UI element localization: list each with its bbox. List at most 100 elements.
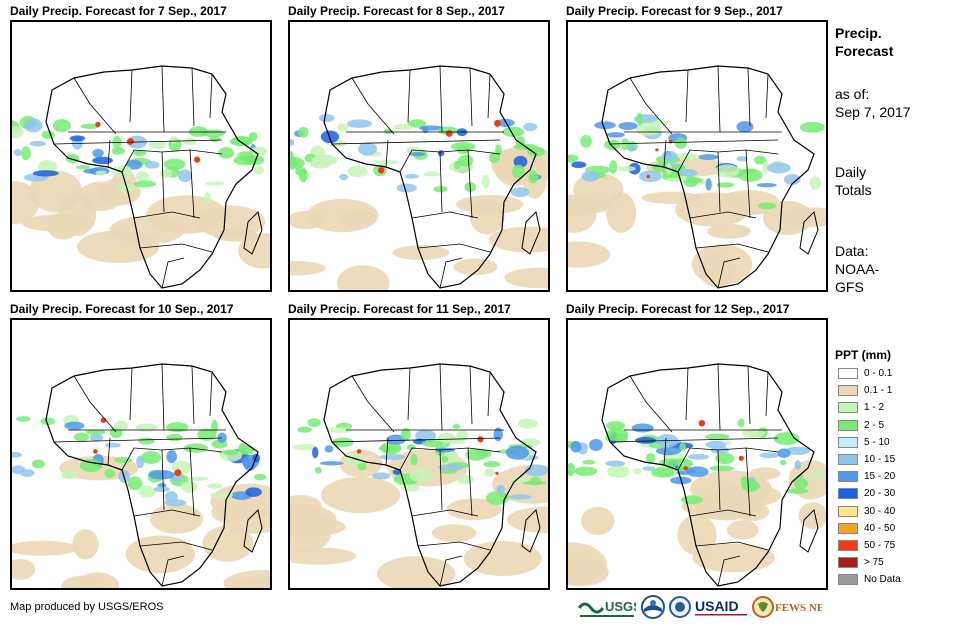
heavy-rain-cell [95,121,101,127]
country-border [107,437,111,466]
rain-area [318,114,335,123]
country-border [385,139,389,168]
rain-area [606,132,625,138]
totals-line: Daily [835,164,867,180]
rain-area [104,469,115,479]
rain-area [166,434,183,442]
rain-area [523,122,538,132]
country-border [629,77,673,135]
rain-area [505,445,530,460]
rain-area [379,454,405,460]
rain-area [441,456,449,463]
rain-area [307,418,321,428]
heavy-rain-cell [194,156,201,163]
madagascar-outline [521,509,541,553]
country-border [629,375,673,433]
country-border [487,371,491,417]
country-border [765,73,769,119]
country-border [717,555,741,587]
rain-area [153,486,170,493]
legend-swatch [838,385,858,397]
legend-label: 0 - 0.1 [864,368,893,379]
dry-area [195,205,266,239]
source-line: Data: [835,243,869,259]
country-border [745,447,751,517]
country-border [717,363,721,431]
rain-area [114,420,129,431]
country-border [191,67,195,127]
rain-area [496,118,515,127]
country-border [717,151,721,213]
country-border [351,375,395,433]
rain-area [724,440,732,446]
rain-area [580,134,592,148]
legend-swatch [838,471,858,483]
rain-area [609,160,618,174]
rain-area [785,446,810,455]
country-border [417,541,491,551]
rain-area [634,436,657,444]
rain-area [135,423,158,432]
heavy-rain-cell [683,466,688,471]
rain-area [298,168,309,183]
rain-area [205,181,225,186]
heavy-rain-cell [495,471,499,475]
country-border [209,73,213,119]
dry-area [581,506,615,536]
heavy-rain-cell [127,138,134,145]
rain-area [117,165,133,179]
rain-area [207,483,223,489]
fews-net-logo: FEWS NET [752,594,832,620]
rain-area [245,487,262,497]
rain-area [716,182,735,188]
coastline [323,65,537,289]
rain-area [465,448,488,461]
rain-area [378,445,401,452]
rain-area [407,119,426,128]
rain-area [767,162,791,174]
rain-area [410,453,418,466]
rain-area [594,121,616,130]
country-border [609,437,779,443]
legend-swatch [838,557,858,569]
rain-area [314,466,322,474]
rain-area [529,476,542,486]
rain-area [636,112,643,126]
africa-map-svg [290,22,548,290]
rain-area [371,472,391,480]
country-border [139,243,213,253]
rain-area [687,453,710,460]
rain-area [715,453,735,465]
dry-area [290,504,337,535]
country-border [161,449,165,511]
coastline [45,65,259,289]
rain-area [79,458,103,473]
legend-swatch [838,453,858,465]
rain-area [742,428,766,438]
rain-area [589,438,603,452]
country-border [411,509,479,517]
dry-area [321,476,401,514]
madagascar-outline [243,211,263,255]
rain-area [457,155,474,167]
dry-area [75,572,120,588]
svg-text:USAID: USAID [695,598,739,614]
rain-area [141,451,162,465]
dry-area [336,265,390,290]
source-line: GFS [835,279,864,295]
country-border [439,151,443,213]
precip-map [566,318,828,590]
rain-area [793,478,809,490]
heavy-rain-cell [494,119,501,127]
country-border [107,139,111,168]
country-border [439,65,443,133]
country-border [407,69,411,123]
rain-area [423,171,441,177]
rain-area [386,434,406,445]
rain-area [741,479,760,493]
rain-area [297,426,312,433]
rain-area [783,174,801,186]
rain-area [400,428,411,441]
dry-area [109,215,185,245]
rain-area [484,468,496,477]
